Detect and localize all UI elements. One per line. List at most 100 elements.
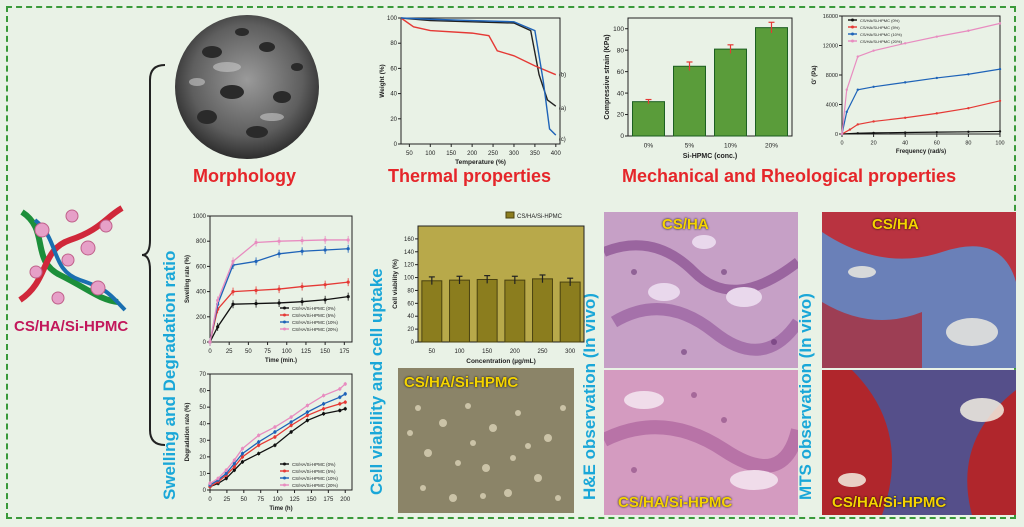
x-tick-label: 0 [840, 141, 843, 147]
series-line [400, 17, 557, 76]
data-point [845, 88, 848, 91]
plot-frame [417, 225, 585, 343]
y-tick-label: 60 [390, 66, 397, 72]
x-tick-label: 0 [208, 497, 212, 503]
y-tick-label: 20 [390, 117, 397, 123]
thermal-title: Thermal properties [388, 166, 552, 186]
x-tick-label: 50 [240, 497, 247, 503]
x-tick-label: 250 [537, 349, 548, 355]
series-line [841, 22, 1001, 135]
x-tick-label: 50 [406, 151, 413, 157]
data-point [872, 120, 875, 123]
mts-bottom-texture [822, 370, 1016, 515]
legend-marker [851, 32, 854, 36]
y-tick-label: 800 [196, 239, 207, 245]
mts-bottom-label: CS/HA/Si-HPMC [832, 494, 947, 511]
data-point [856, 55, 859, 58]
x-tick-label: 100 [454, 349, 465, 355]
x-axis-label: Temperature (%) [455, 159, 506, 166]
legend-entry: CS/HA/Si-HPMC [517, 214, 563, 220]
plot-frame [209, 373, 353, 491]
data-point [904, 81, 907, 84]
data-point [967, 29, 970, 32]
bar [632, 101, 665, 137]
mts-top-texture [822, 212, 1016, 368]
y-tick-label: 0 [835, 132, 838, 138]
plot-frame [400, 17, 561, 145]
legend-marker [283, 483, 286, 487]
y-tick-label: 400 [196, 290, 207, 296]
x-tick-label: 60 [934, 141, 940, 147]
legend-entry: CS/HA/Si-HPMC (0%) [292, 306, 336, 311]
series-line [209, 408, 346, 488]
data-point [872, 131, 875, 135]
y-tick-label: 4000 [826, 102, 838, 108]
series-line [209, 393, 346, 486]
legend-marker [851, 25, 854, 29]
y-tick-label: 0 [411, 340, 415, 346]
x-tick-label: 100 [425, 151, 436, 157]
legend-entry: CS/HA/Si-HPMC (5%) [292, 469, 336, 474]
y-tick-label: 60 [407, 301, 414, 307]
y-tick-label: 0 [203, 340, 207, 346]
compressive-chart: 0 20 40 60 80 100 0% 5% 10% 20% Si-HPMC (conc.) Com… [604, 17, 793, 160]
x-tick-label: 0% [644, 143, 654, 150]
y-tick-label: 80 [390, 41, 397, 47]
morphology-title: Morphology [193, 166, 296, 186]
cell-uptake-texture [398, 368, 574, 513]
cell-uptake-image: CS/HA/Si-HPMC [398, 368, 574, 513]
data-point [935, 130, 938, 134]
y-axis-label: Cell viability (%) [392, 259, 399, 309]
bar [673, 65, 706, 137]
x-tick-label: 175 [339, 349, 350, 355]
y-tick-label: 40 [617, 90, 625, 97]
y-tick-label: 8000 [826, 73, 838, 79]
mts-vertical-label: MTS observation (In vivo) [796, 293, 815, 500]
sem-morphology-image [175, 15, 319, 159]
data-point [904, 116, 907, 119]
x-axis-label: Time (min.) [265, 358, 297, 364]
degradation-chart: 0 25 50 75 100 125 150 175 200 0 10 20 30 40 50 60 70 Tim… [185, 372, 353, 512]
data-point [967, 73, 970, 76]
y-tick-label: 50 [199, 405, 206, 411]
y-tick-label: 600 [196, 264, 207, 270]
bar [421, 280, 443, 343]
bar [559, 281, 581, 343]
data-point [998, 22, 1002, 25]
y-tick-label: 0 [620, 133, 624, 140]
data-point [872, 85, 875, 89]
uptake-label: CS/HA/Si-HPMC [404, 374, 519, 391]
x-tick-label: 300 [509, 151, 520, 157]
y-tick-label: 0 [394, 142, 398, 148]
he-top-label: CS/HA [662, 216, 709, 233]
x-tick-label: 200 [510, 349, 521, 355]
data-point [935, 76, 938, 80]
legend-entry: CS/HA/Si-HPMC (20%) [292, 327, 338, 332]
x-axis-label: Frequency (rad/s) [896, 149, 946, 155]
legend-entry: CS/HA/Si-HPMC (10%) [860, 32, 902, 37]
composite-molecule-illustration [18, 205, 127, 312]
x-axis-label: Concentration (µg/mL) [466, 358, 535, 365]
data-point [998, 67, 1002, 71]
series-line [400, 17, 557, 107]
he-image-cs-ha-si-hpmc: CS/HA/Si-HPMC [604, 370, 798, 515]
x-tick-label: 125 [301, 349, 312, 355]
data-point [872, 49, 875, 52]
data-point [904, 42, 907, 45]
y-tick-label: 16000 [823, 14, 838, 20]
legend-entry: CS/HA/Si-HPMC (5%) [860, 25, 900, 30]
legend-marker [283, 469, 286, 473]
data-point [935, 112, 938, 115]
y-tick-label: 0 [203, 488, 207, 494]
cell-vertical-label: Cell viability and cell uptake [367, 268, 386, 495]
x-axis-label: Time (h) [269, 506, 292, 512]
y-tick-label: 60 [617, 69, 625, 76]
data-point [845, 110, 848, 114]
bar [755, 27, 788, 137]
series-line [400, 17, 557, 136]
mts-image-cs-ha-si-hpmc: CS/HA/Si-HPMC [822, 370, 1016, 515]
mechanical-title: Mechanical and Rheological properties [622, 166, 957, 186]
bar [476, 278, 498, 343]
legend-entry: CS/HA/Si-HPMC (20%) [292, 483, 338, 488]
